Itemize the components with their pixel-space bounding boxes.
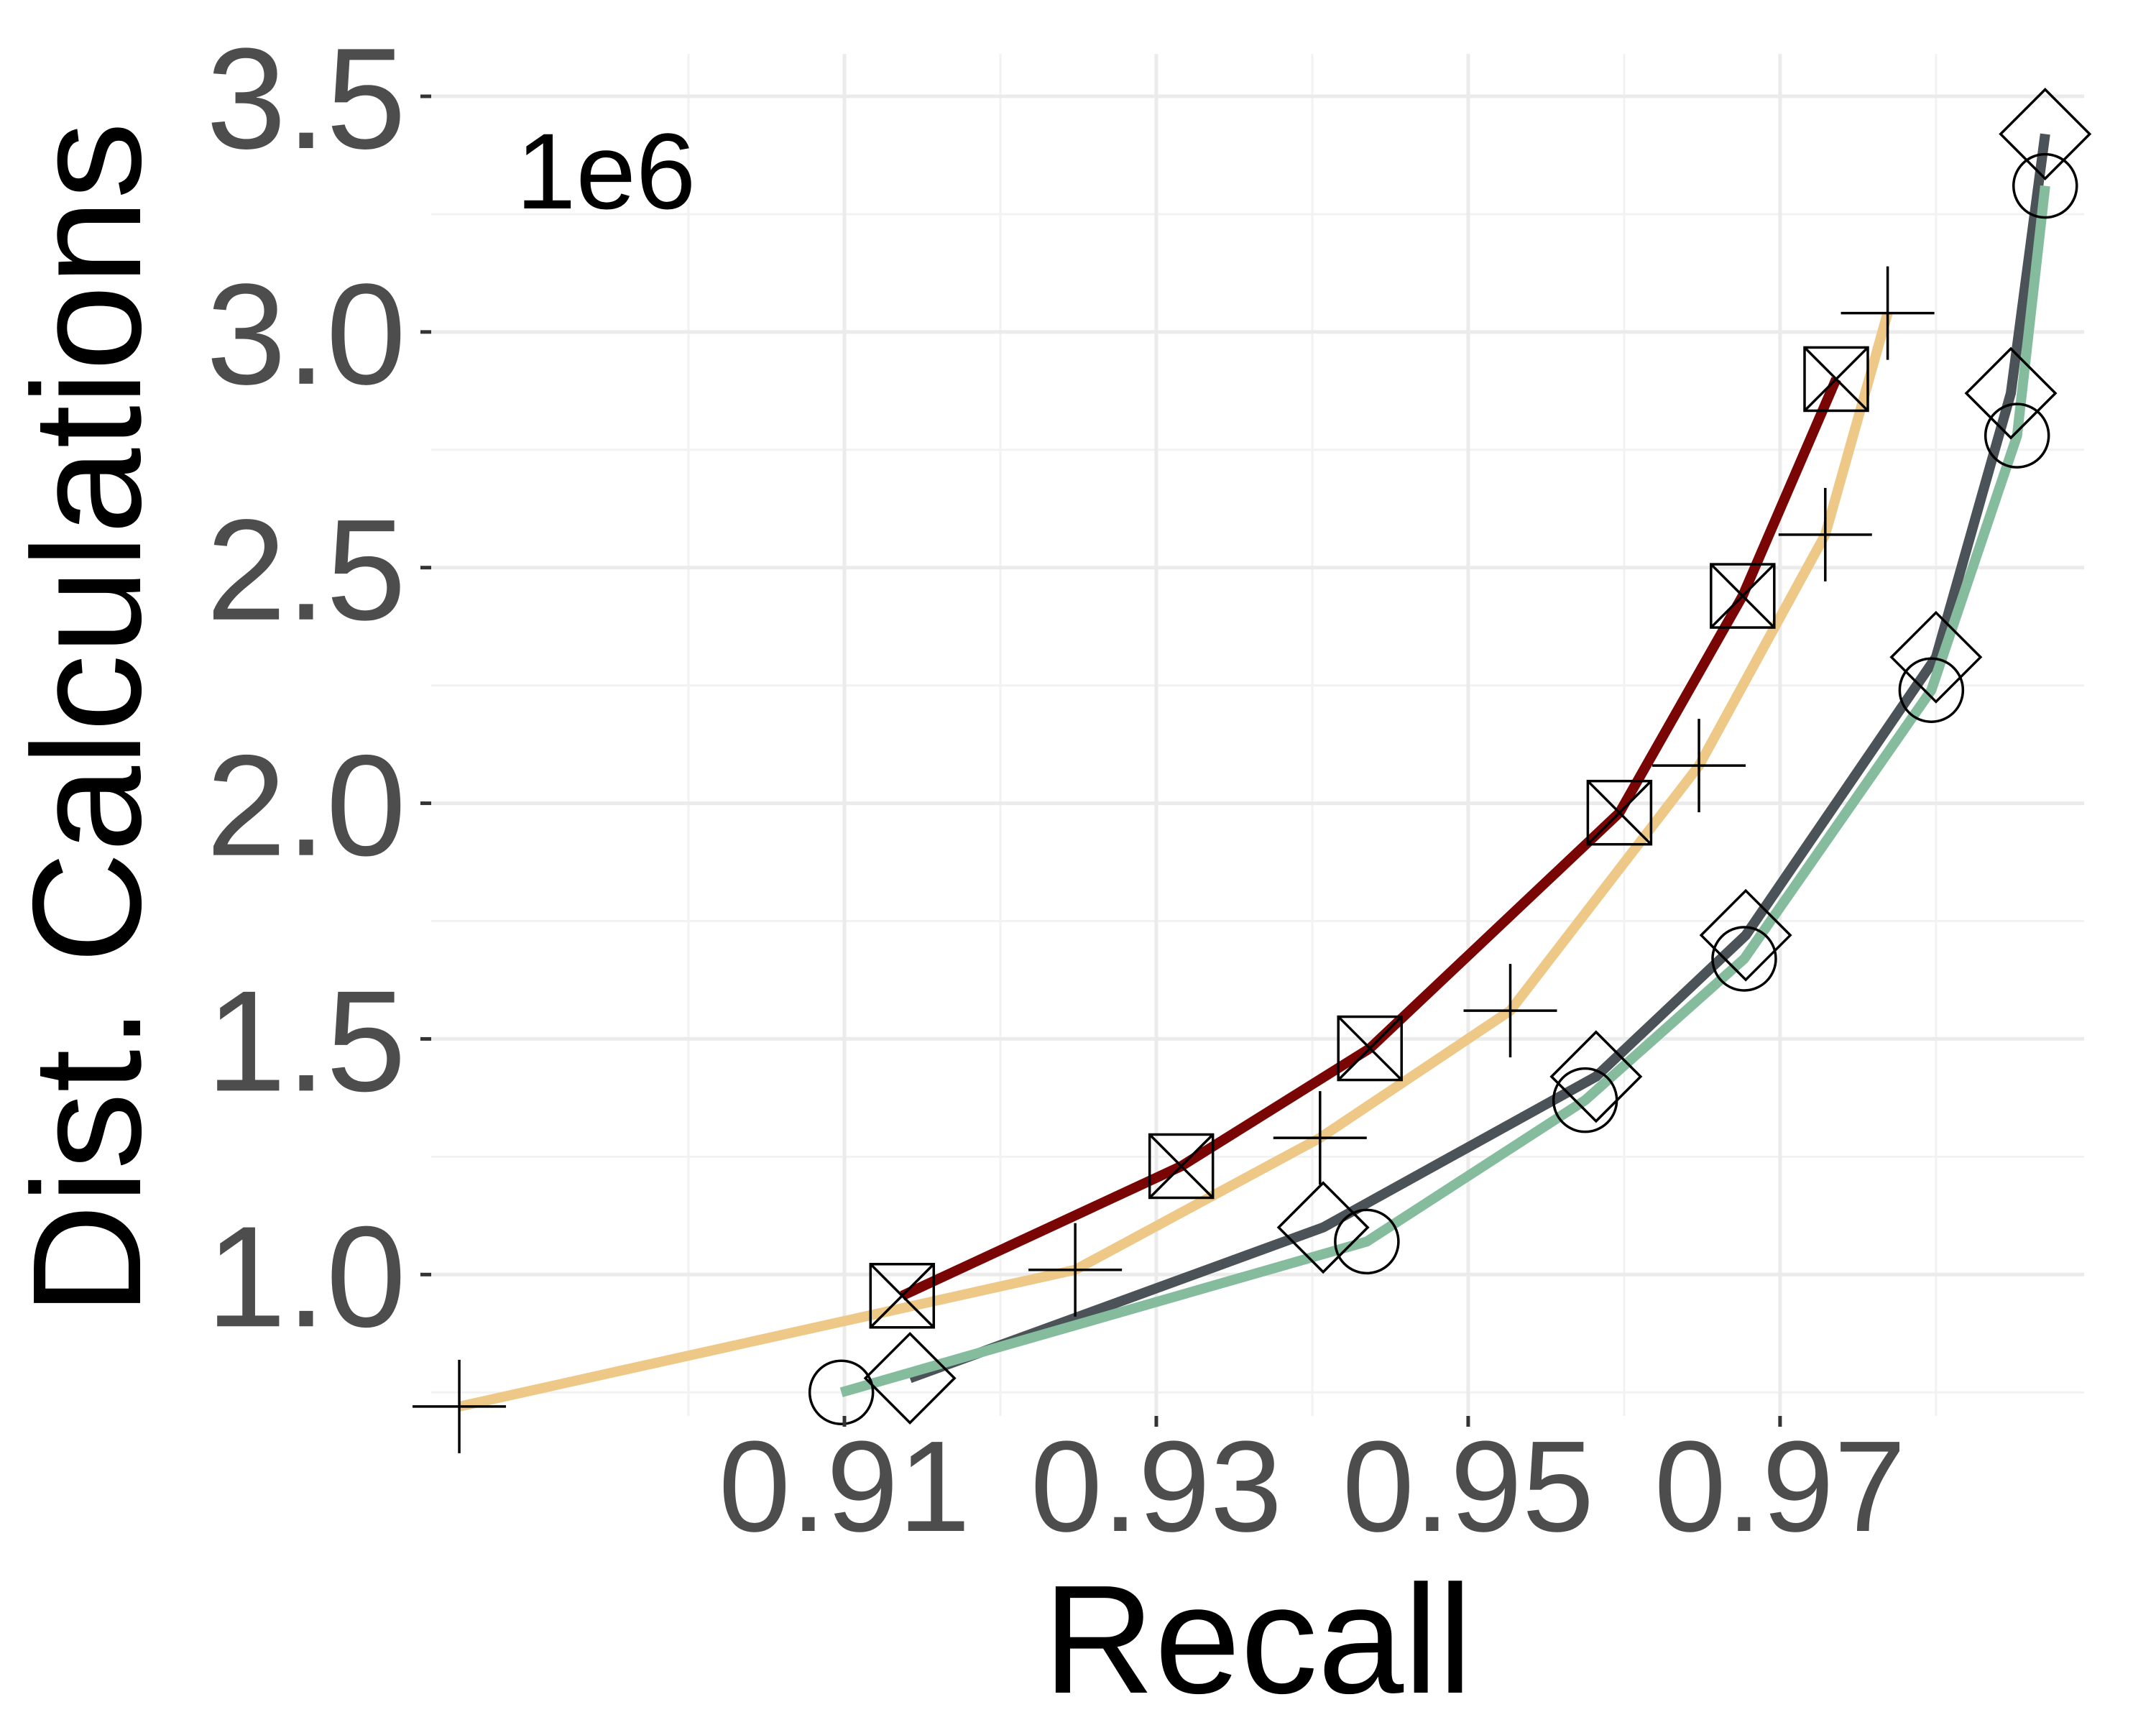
data-point-plus (1028, 1223, 1123, 1317)
circle-marker (808, 1359, 875, 1425)
x-tick-label: 0.97 (1654, 1414, 1906, 1559)
data-point-diamond (863, 1332, 957, 1425)
data-point-circle (1711, 926, 1777, 992)
square-marker (1710, 563, 1776, 629)
x-tick-label: 0.95 (1342, 1414, 1594, 1559)
circle-marker (1711, 926, 1777, 992)
y-tick-label: 2.0 (206, 726, 406, 886)
square-marker-diag-2 (1587, 780, 1652, 845)
y-axis-title: Dist. Calculations (0, 122, 173, 1316)
data-point-plus (1463, 964, 1557, 1058)
square-marker-diag-2 (870, 1263, 935, 1329)
y-tick-label: 2.5 (206, 490, 406, 650)
data-point-diamond (1964, 346, 2058, 440)
x-axis-title: Recall (1043, 1552, 1472, 1725)
data-point-circle (1334, 1208, 1400, 1275)
diamond-marker (1889, 610, 1983, 704)
square-marker-diag-2 (1337, 1016, 1403, 1081)
y-axis-ticks: 1.0 1.5 2.0 2.5 3.0 3.5 (206, 19, 431, 1357)
data-point-diamond (1549, 1030, 1643, 1123)
data-point-plus (413, 1359, 507, 1453)
data-point-square-x (1586, 779, 1653, 846)
x-tick-label: 0.93 (1031, 1414, 1282, 1559)
diamond-marker (1549, 1030, 1643, 1123)
series-lines (458, 133, 2050, 1412)
diamond-marker (1964, 346, 2058, 440)
data-point-circle (808, 1359, 875, 1425)
minor-gridlines (431, 54, 2084, 1416)
x-axis-ticks: 0.91 0.93 0.95 0.97 (719, 1414, 1906, 1559)
data-point-diamond (1699, 888, 1792, 982)
major-gridlines (431, 54, 2084, 1416)
data-point-square-x (1337, 1015, 1403, 1082)
y-tick-label: 1.5 (206, 961, 406, 1121)
diamond-marker (863, 1332, 957, 1425)
series-markers (413, 87, 2092, 1453)
series-line-4 (839, 185, 2050, 1397)
square-marker (1803, 346, 1869, 413)
y-tick-label: 3.0 (206, 254, 406, 415)
data-point-square-x (1710, 563, 1776, 629)
diamond-marker (1699, 888, 1792, 982)
data-point-plus (1273, 1091, 1367, 1185)
data-point-diamond (1999, 87, 2092, 180)
data-point-plus (1652, 719, 1746, 813)
data-point-diamond (1889, 610, 1983, 704)
circle-marker (1984, 402, 2050, 469)
series-line-1 (458, 311, 1893, 1412)
data-point-plus (1778, 487, 1872, 581)
circle-marker (1898, 657, 1965, 723)
square-marker-diag-2 (1710, 563, 1776, 629)
circle-marker (2012, 152, 2078, 219)
data-point-plus (1841, 266, 1935, 360)
circle-marker (1334, 1208, 1400, 1275)
square-marker (1148, 1133, 1215, 1200)
data-point-circle (1552, 1067, 1618, 1133)
series-line-3 (908, 133, 2050, 1384)
data-point-square-x (1803, 346, 1869, 413)
square-marker-diag-2 (1803, 346, 1869, 412)
data-point-circle (2012, 152, 2078, 219)
square-marker (1337, 1015, 1403, 1082)
square-marker (1586, 779, 1653, 846)
y-tick-label: 3.5 (206, 19, 406, 179)
square-marker-diag-2 (1148, 1133, 1214, 1199)
y-tick-label: 1.0 (206, 1197, 406, 1357)
square-marker (869, 1263, 936, 1329)
circle-marker (1552, 1067, 1618, 1133)
data-point-circle (1984, 402, 2050, 469)
diamond-marker (1999, 87, 2092, 180)
data-point-circle (1898, 657, 1965, 723)
y-scale-multiplier-label: 1e6 (516, 111, 696, 231)
data-point-square-x (1148, 1133, 1215, 1200)
x-tick-label: 0.91 (719, 1414, 970, 1559)
data-point-square-x (869, 1263, 936, 1329)
series-line-2 (900, 377, 1841, 1301)
